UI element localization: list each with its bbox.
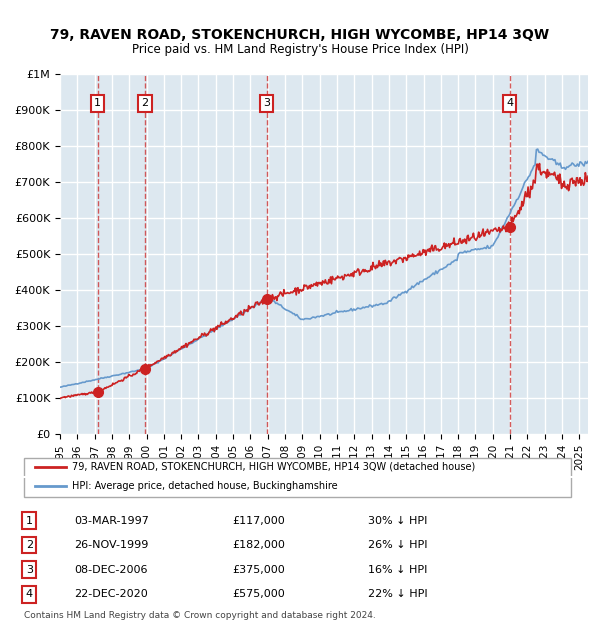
Text: 26% ↓ HPI: 26% ↓ HPI (368, 540, 427, 550)
Text: 08-DEC-2006: 08-DEC-2006 (74, 565, 148, 575)
Text: HPI: Average price, detached house, Buckinghamshire: HPI: Average price, detached house, Buck… (71, 481, 337, 491)
Text: 79, RAVEN ROAD, STOKENCHURCH, HIGH WYCOMBE, HP14 3QW: 79, RAVEN ROAD, STOKENCHURCH, HIGH WYCOM… (50, 28, 550, 42)
Text: 1: 1 (26, 516, 33, 526)
Text: £117,000: £117,000 (232, 516, 285, 526)
Text: 3: 3 (26, 565, 33, 575)
Text: 30% ↓ HPI: 30% ↓ HPI (368, 516, 427, 526)
Text: £182,000: £182,000 (232, 540, 285, 550)
Text: Contains HM Land Registry data © Crown copyright and database right 2024.
This d: Contains HM Land Registry data © Crown c… (24, 611, 376, 620)
Text: 79, RAVEN ROAD, STOKENCHURCH, HIGH WYCOMBE, HP14 3QW (detached house): 79, RAVEN ROAD, STOKENCHURCH, HIGH WYCOM… (71, 461, 475, 472)
FancyBboxPatch shape (23, 458, 571, 497)
Text: 22% ↓ HPI: 22% ↓ HPI (368, 589, 427, 600)
Text: 16% ↓ HPI: 16% ↓ HPI (368, 565, 427, 575)
Text: £575,000: £575,000 (232, 589, 285, 600)
Text: 03-MAR-1997: 03-MAR-1997 (74, 516, 149, 526)
Text: 4: 4 (506, 98, 513, 108)
Text: 1: 1 (94, 98, 101, 108)
Text: Price paid vs. HM Land Registry's House Price Index (HPI): Price paid vs. HM Land Registry's House … (131, 43, 469, 56)
Text: 2: 2 (26, 540, 33, 550)
Text: 26-NOV-1999: 26-NOV-1999 (74, 540, 149, 550)
Text: 22-DEC-2020: 22-DEC-2020 (74, 589, 148, 600)
Text: £375,000: £375,000 (232, 565, 285, 575)
Text: 4: 4 (26, 589, 33, 600)
Text: 2: 2 (141, 98, 148, 108)
Text: 3: 3 (263, 98, 270, 108)
